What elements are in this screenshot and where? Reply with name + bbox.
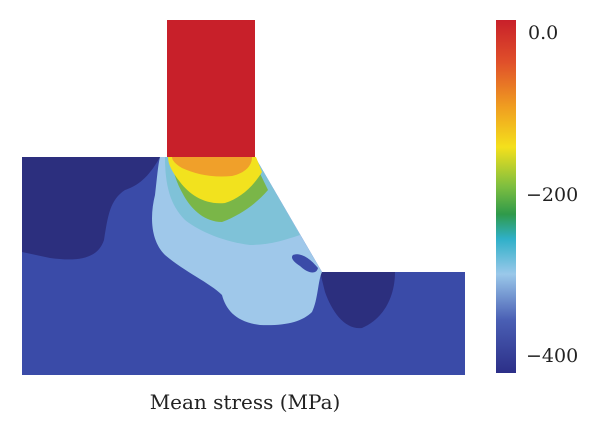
colorbar bbox=[496, 20, 516, 373]
toe-spot bbox=[291, 254, 318, 273]
colorbar-tick-200: −200 bbox=[526, 184, 579, 206]
orange-region bbox=[172, 157, 252, 177]
dark-left-region bbox=[22, 157, 160, 260]
figure-caption: Mean stress (MPa) bbox=[149, 390, 341, 414]
dark-right-region bbox=[320, 272, 395, 329]
vertical-member bbox=[167, 20, 255, 157]
colorbar-tick-400: −400 bbox=[526, 345, 579, 367]
colorbar-tick-0: 0.0 bbox=[528, 22, 559, 44]
